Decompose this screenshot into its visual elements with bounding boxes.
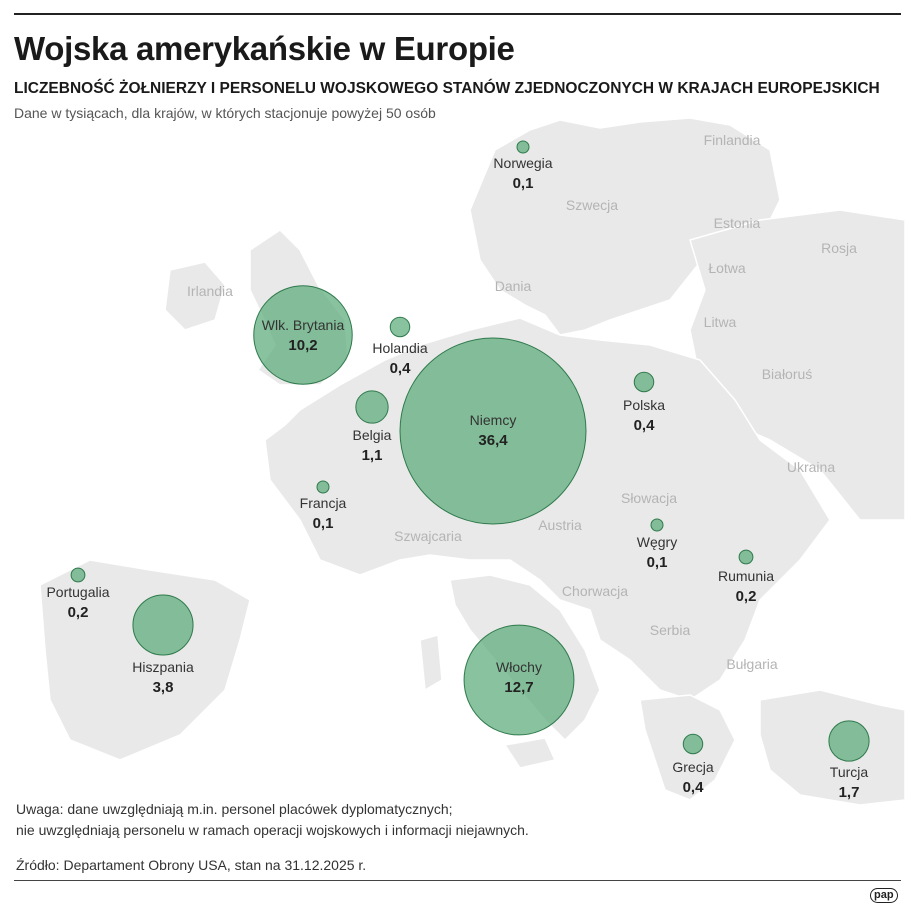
bubble-hiszpania: [132, 594, 194, 656]
map-label-chorwacja: Chorwacja: [562, 583, 628, 599]
bubble-holandia: [389, 316, 411, 338]
country-label-węgry: Węgry: [637, 534, 677, 550]
data-description: Dane w tysiącach, dla krajów, w których …: [14, 105, 436, 121]
footnote: Uwaga: dane uwzględniają m.in. personel …: [16, 799, 529, 841]
bubble-francja: [316, 480, 330, 494]
country-label-niemcy: Niemcy: [470, 412, 517, 428]
value-label-włochy: 12,7: [504, 679, 533, 696]
country-label-portugalia: Portugalia: [46, 584, 109, 600]
footnote-line-1: Uwaga: dane uwzględniają m.in. personel …: [16, 801, 453, 817]
map-label-dania: Dania: [495, 278, 532, 294]
value-label-norwegia: 0,1: [513, 175, 534, 192]
value-label-niemcy: 36,4: [478, 432, 508, 449]
chart-subtitle: LICZEBNOŚĆ ŻOŁNIERZY I PERSONELU WOJSKOW…: [14, 80, 880, 97]
bubble-niemcy: [399, 337, 587, 525]
map-label-szwecja: Szwecja: [566, 197, 618, 213]
map-label-rosja: Rosja: [821, 240, 857, 256]
pap-logo: pap: [870, 888, 898, 903]
map-label-bulgaria: Bułgaria: [726, 656, 778, 672]
bubble-polska: [633, 371, 655, 393]
country-label-włochy: Włochy: [496, 659, 542, 675]
bubble-grecja: [682, 733, 704, 755]
bubble-węgry: [650, 518, 664, 532]
map-label-bialorus: Białoruś: [762, 366, 813, 382]
country-label-rumunia: Rumunia: [718, 568, 774, 584]
source-note: Źródło: Departament Obrony USA, stan na …: [16, 857, 367, 873]
footnote-line-2: nie uwzględniają personelu w ramach oper…: [16, 822, 529, 838]
country-label-norwegia: Norwegia: [493, 155, 552, 171]
bottom-rule: [14, 880, 901, 881]
map-label-szwajcaria: Szwajcaria: [394, 528, 462, 544]
map-label-austria: Austria: [538, 517, 582, 533]
country-label-francja: Francja: [300, 495, 347, 511]
map-label-finlandia: Finlandia: [704, 132, 761, 148]
value-label-portugalia: 0,2: [68, 604, 89, 621]
country-name-labels: Finlandia Szwecja Estonia Rosja Łotwa Li…: [187, 132, 857, 672]
value-label-francja: 0,1: [313, 515, 334, 532]
map-label-serbia: Serbia: [650, 622, 691, 638]
bubble-norwegia: [516, 140, 530, 154]
value-label-hiszpania: 3,8: [153, 679, 174, 696]
value-label-belgia: 1,1: [362, 447, 383, 464]
map-label-irlandia: Irlandia: [187, 283, 233, 299]
map-label-slowacja: Słowacja: [621, 490, 677, 506]
country-label-belgia: Belgia: [353, 427, 392, 443]
map-label-litwa: Litwa: [704, 314, 737, 330]
map-label-estonia: Estonia: [714, 215, 761, 231]
page-title: Wojska amerykańskie w Europie: [14, 30, 515, 67]
country-label-polska: Polska: [623, 397, 665, 413]
country-label-wlk-brytania: Wlk. Brytania: [262, 317, 345, 333]
value-label-polska: 0,4: [634, 417, 656, 434]
country-label-turcja: Turcja: [830, 764, 869, 780]
country-label-hiszpania: Hiszpania: [132, 659, 194, 675]
bubble-rumunia: [738, 549, 754, 565]
bubble-włochy: [463, 624, 575, 736]
value-label-węgry: 0,1: [647, 554, 668, 571]
value-label-grecja: 0,4: [683, 779, 705, 796]
value-label-rumunia: 0,2: [736, 588, 757, 605]
top-rule: [14, 13, 901, 15]
country-label-grecja: Grecja: [672, 759, 713, 775]
value-label-holandia: 0,4: [390, 360, 412, 377]
bubble-portugalia: [70, 567, 86, 583]
bubble-belgia: [355, 390, 389, 424]
value-label-wlk-brytania: 10,2: [288, 337, 317, 354]
bubble-turcja: [828, 720, 870, 762]
value-label-turcja: 1,7: [839, 784, 860, 801]
map-label-ukraina: Ukraina: [787, 459, 835, 475]
deployment-bubbles: Norwegia 0,1 Wlk. Brytania 10,2 Holandia 0,4 B…: [46, 140, 870, 801]
bubble-wlk-brytania: [253, 285, 353, 385]
country-label-holandia: Holandia: [372, 340, 427, 356]
map-label-lotwa: Łotwa: [708, 260, 746, 276]
